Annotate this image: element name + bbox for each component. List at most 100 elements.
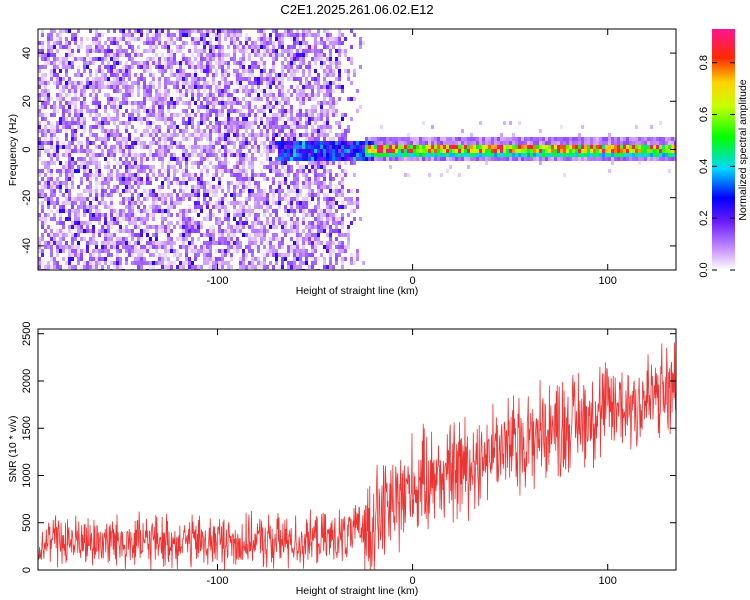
heatmap-cell [221, 261, 224, 265]
heatmap-cell [176, 37, 179, 41]
heatmap-cell [302, 141, 305, 145]
heatmap-cell [101, 241, 104, 245]
heatmap-cell [68, 165, 71, 169]
heatmap-cell [137, 117, 140, 121]
heatmap-cell [92, 253, 95, 257]
heatmap-cell [152, 45, 155, 49]
heatmap-cell [488, 145, 491, 149]
heatmap-cell [104, 133, 107, 137]
heatmap-cell [122, 145, 125, 149]
heatmap-cell [395, 157, 398, 161]
heatmap-cell [407, 173, 410, 177]
heatmap-cell [77, 149, 80, 153]
heatmap-cell [260, 233, 263, 237]
heatmap-cell [383, 137, 386, 141]
heatmap-cell [629, 153, 632, 157]
heatmap-cell [569, 153, 572, 157]
heatmap-cell [227, 33, 230, 37]
heatmap-cell [554, 137, 557, 141]
heatmap-cell [209, 61, 212, 65]
heatmap-cell [437, 157, 440, 161]
heatmap-cell [50, 185, 53, 189]
heatmap-cell [278, 53, 281, 57]
heatmap-cell [350, 141, 353, 145]
heatmap-cell [92, 189, 95, 193]
heatmap-cell [104, 261, 107, 265]
heatmap-cell [191, 93, 194, 97]
heatmap-cell [578, 141, 581, 145]
heatmap-cell [188, 89, 191, 93]
heatmap-cell [338, 65, 341, 69]
heatmap-cell [134, 81, 137, 85]
heatmap-cell [302, 61, 305, 65]
heatmap-cell [38, 249, 41, 253]
heatmap-cell [170, 61, 173, 65]
heatmap-cell [305, 77, 308, 81]
heatmap-cell [137, 185, 140, 189]
heatmap-cell [38, 193, 41, 197]
heatmap-cell [344, 197, 347, 201]
heatmap-cell [188, 29, 191, 33]
heatmap-cell [152, 73, 155, 77]
heatmap-cell [173, 113, 176, 117]
heatmap-cell [47, 169, 50, 173]
heatmap-cell [71, 125, 74, 129]
heatmap-cell [650, 149, 653, 153]
heatmap-cell [329, 65, 332, 69]
heatmap-cell [188, 145, 191, 149]
heatmap-cell [386, 137, 389, 141]
heatmap-cell [293, 189, 296, 193]
heatmap-cell [314, 109, 317, 113]
heatmap-cell [251, 261, 254, 265]
heatmap-cell [158, 97, 161, 101]
heatmap-cell [176, 265, 179, 269]
heatmap-cell [356, 201, 359, 205]
heatmap-cell [272, 189, 275, 193]
heatmap-cell [275, 85, 278, 89]
heatmap-cell [188, 73, 191, 77]
heatmap-cell [263, 53, 266, 57]
heatmap-cell [305, 133, 308, 137]
heatmap-cell [323, 257, 326, 261]
heatmap-cell [275, 117, 278, 121]
heatmap-cell [320, 141, 323, 145]
heatmap-cell [581, 157, 584, 161]
heatmap-cell [578, 157, 581, 161]
heatmap-cell [83, 157, 86, 161]
heatmap-cell [170, 213, 173, 217]
heatmap-cell [236, 137, 239, 141]
heatmap-cell [617, 145, 620, 149]
heatmap-cell [353, 217, 356, 221]
heatmap-cell [98, 229, 101, 233]
heatmap-cell [263, 49, 266, 53]
heatmap-cell [257, 53, 260, 57]
heatmap-cell [308, 65, 311, 69]
heatmap-cell [254, 45, 257, 49]
heatmap-cell [95, 93, 98, 97]
heatmap-cell [242, 201, 245, 205]
heatmap-cell [140, 105, 143, 109]
heatmap-cell [167, 49, 170, 53]
heatmap-cell [239, 153, 242, 157]
heatmap-cell [215, 201, 218, 205]
heatmap-cell [50, 141, 53, 145]
heatmap-cell [62, 165, 65, 169]
heatmap-cell [482, 141, 485, 145]
heatmap-cell [620, 145, 623, 149]
heatmap-cell [233, 233, 236, 237]
heatmap-cell [95, 217, 98, 221]
heatmap-cell [308, 153, 311, 157]
heatmap-cell [50, 201, 53, 205]
heatmap-cell [311, 253, 314, 257]
heatmap-cell [245, 125, 248, 129]
heatmap-cell [515, 141, 518, 145]
heatmap-cell [215, 157, 218, 161]
heatmap-cell [323, 81, 326, 85]
heatmap-cell [71, 237, 74, 241]
heatmap-cell [329, 81, 332, 85]
heatmap-cell [254, 89, 257, 93]
heatmap-cell [257, 125, 260, 129]
heatmap-cell [227, 85, 230, 89]
heatmap-cell [305, 93, 308, 97]
heatmap-cell [308, 237, 311, 241]
